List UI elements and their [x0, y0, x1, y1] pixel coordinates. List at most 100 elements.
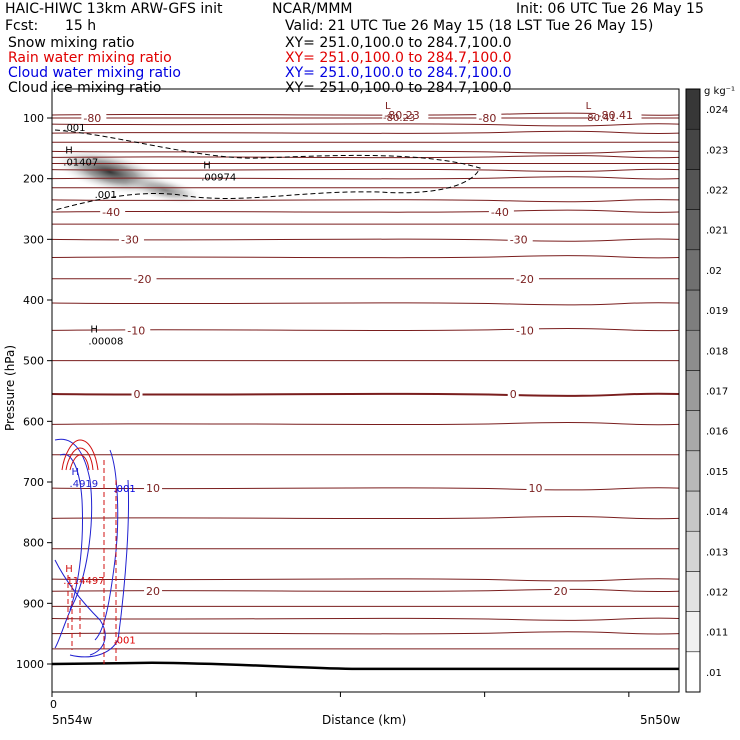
plot-frame — [51, 88, 680, 693]
mixing-ratio-label: .001 — [113, 484, 135, 495]
temperature-contour — [52, 617, 679, 621]
label-bg — [595, 108, 642, 120]
colorbar-swatch — [685, 611, 701, 653]
temperature-contour-label: 10 — [529, 482, 543, 495]
field-rain-xy: XY= 251.0,100.0 to 284.7,100.0 — [285, 50, 512, 66]
colorbar-level-label: .012 — [706, 588, 728, 599]
temperature-contour-label: 0 — [510, 388, 517, 401]
label-bg — [476, 112, 502, 123]
label-bg — [118, 233, 144, 245]
temperature-contour-label: 20 — [146, 585, 160, 598]
temperature-contour-label: -20 — [134, 273, 152, 286]
temperature-contour — [52, 487, 679, 491]
temperature-contour — [52, 130, 679, 135]
y-axis-title: Pressure (hPa) — [3, 345, 17, 431]
extremum-marker: H — [90, 324, 98, 335]
temperature-contour-label: -30 — [121, 233, 139, 246]
extremum-value: .00008 — [88, 336, 123, 347]
cloud-water-contour — [54, 559, 106, 656]
colorbar-swatch — [685, 289, 701, 331]
y-tick-label: 1000 — [16, 658, 44, 671]
colorbar-level-label: .018 — [706, 346, 728, 357]
label-bg — [131, 388, 143, 400]
y-tick-label: 600 — [23, 415, 44, 428]
colorbar-unit: g kg⁻¹ — [704, 86, 735, 97]
extremum-marker: H — [65, 564, 73, 575]
temperature-contour — [52, 422, 679, 426]
extremum-marker: H — [65, 145, 73, 156]
temperature-contour-label: -80.41 — [597, 109, 632, 122]
temperature-contour — [52, 578, 679, 582]
colorbar-level-label: .015 — [706, 467, 728, 478]
y-tick-label: 300 — [23, 233, 44, 246]
model-title: HAIC-HIWC 13km ARW-GFS init — [5, 1, 223, 17]
temperature-contour-label: -40 — [491, 206, 509, 219]
temperature-contour-label: -40 — [102, 206, 120, 219]
temperature-contour-label: -10 — [127, 324, 145, 337]
y-tick-label: 500 — [23, 355, 44, 368]
temperature-contour-label: -80.23 — [384, 109, 419, 122]
temperature-contour — [52, 631, 679, 635]
colorbar-level-label: .021 — [706, 226, 728, 237]
cloud-water-contour — [54, 438, 93, 649]
extremum-marker: H — [72, 467, 80, 478]
colorbar-level-label: .02 — [706, 266, 722, 277]
center-label: NCAR/MMM — [272, 1, 353, 17]
label-bg — [144, 482, 163, 494]
field-rain-name: Rain water mixing ratio — [8, 50, 172, 66]
label-bg — [513, 272, 539, 284]
field-snow-xy: XY= 251.0,100.0 to 284.7,100.0 — [285, 35, 512, 51]
colorbar-level-label: .022 — [706, 186, 728, 197]
x-axis-zero: 0 — [50, 698, 57, 711]
temperature-contour — [52, 238, 679, 242]
rain-contour — [69, 454, 90, 471]
valid-time: Valid: 21 UTC Tue 26 May 15 (18 LST Tue … — [285, 18, 654, 34]
label-bg — [382, 108, 429, 120]
field-cloudice-xy: XY= 251.0,100.0 to 284.7,100.0 — [285, 80, 512, 96]
colorbar-swatch — [685, 530, 701, 572]
colorbar-frame — [685, 88, 701, 693]
x-axis-title: Distance (km) — [322, 713, 406, 727]
colorbar-level-label: .016 — [706, 427, 728, 438]
colorbar-swatch — [685, 209, 701, 251]
temperature-contour — [52, 516, 679, 520]
temperature-contour — [52, 392, 679, 397]
colorbar-swatch — [685, 128, 701, 170]
extremum-marker: H — [203, 161, 211, 172]
temperature-contour — [52, 176, 679, 180]
y-tick-label: 100 — [23, 112, 44, 125]
label-bg — [131, 272, 157, 284]
temperature-contour — [52, 198, 679, 203]
label-bg — [100, 206, 126, 218]
colorbar-swatch — [685, 450, 701, 492]
mixing-ratio-label: .001 — [63, 123, 85, 134]
temperature-contour-label: 10 — [146, 482, 160, 495]
temperature-contour-label: 20 — [554, 585, 568, 598]
temperature-contour — [52, 588, 679, 593]
colorbar-swatch — [685, 329, 701, 371]
temperature-contour — [52, 123, 679, 127]
temperature-contour-label: -80 — [83, 112, 101, 125]
mixing-ratio-label: .001 — [113, 636, 135, 647]
temperature-contour — [52, 150, 679, 154]
colorbar-level-label: .024 — [706, 105, 728, 116]
temperature-contour — [52, 168, 679, 172]
snow-contour — [54, 129, 481, 211]
label-bg — [144, 585, 163, 597]
label-bg — [507, 388, 519, 400]
colorbar-swatch — [685, 651, 701, 693]
temperature-contour — [52, 209, 679, 213]
label-bg — [507, 233, 533, 245]
mixing-ratio-label: .001 — [95, 190, 117, 201]
extremum-marker: L — [385, 101, 391, 112]
snow-shading-tail — [125, 175, 205, 205]
y-tick-label: 200 — [23, 173, 44, 186]
temperature-contour-label: -80 — [478, 112, 496, 125]
colorbar-swatch — [685, 571, 701, 612]
extremum-value: .01407 — [63, 157, 98, 168]
colorbar-swatch — [685, 370, 701, 411]
y-tick-label: 700 — [23, 476, 44, 489]
field-cloudwater-xy: XY= 251.0,100.0 to 284.7,100.0 — [285, 65, 512, 81]
colorbar-level-label: .01 — [706, 668, 722, 679]
extremum-value: -80.41 — [584, 113, 616, 124]
